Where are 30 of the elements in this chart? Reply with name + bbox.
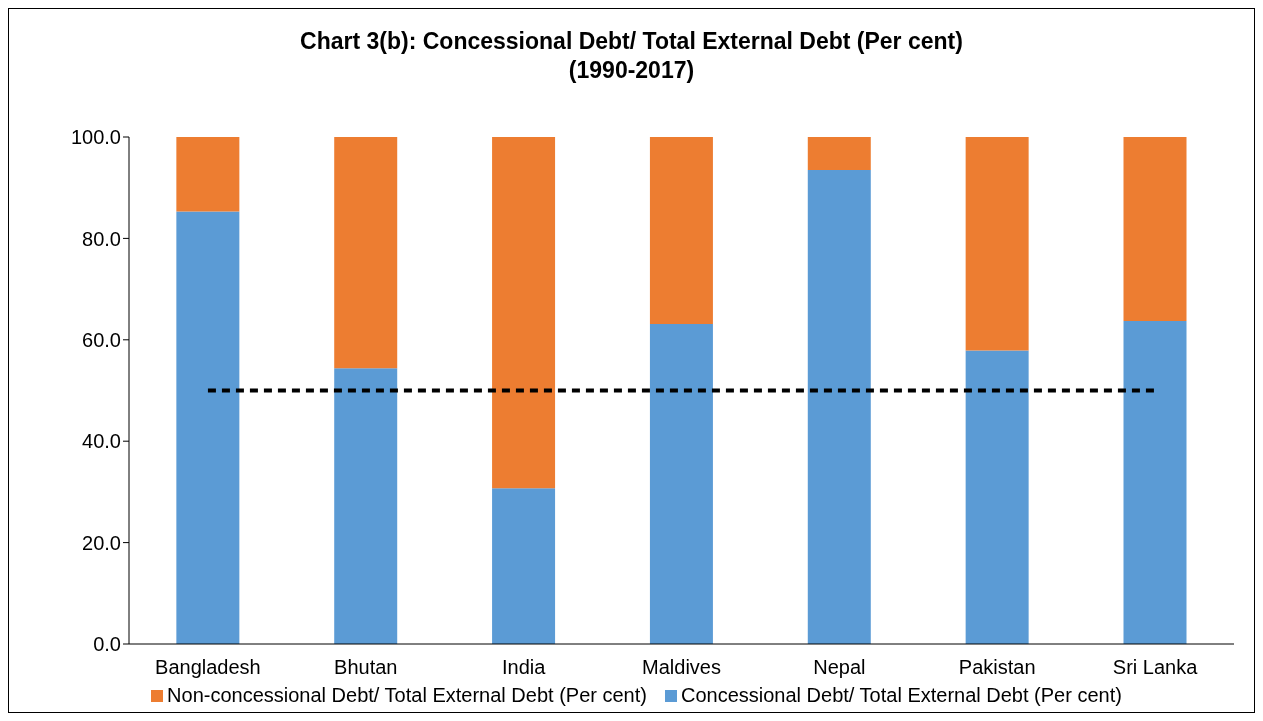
bar bbox=[965, 350, 1029, 644]
bar bbox=[176, 211, 240, 644]
legend-label: Non-concessional Debt/ Total External Debt (Per cent) bbox=[166, 684, 647, 707]
bar bbox=[807, 137, 871, 170]
y-tick-label: 100.0 bbox=[70, 126, 121, 149]
y-tick-label: 80.0 bbox=[82, 227, 121, 250]
x-tick-label: Bangladesh bbox=[155, 656, 261, 679]
bar bbox=[492, 488, 556, 644]
bar bbox=[807, 169, 871, 644]
y-tick-label: 40.0 bbox=[82, 430, 121, 453]
bar bbox=[334, 137, 398, 369]
bar bbox=[492, 137, 556, 489]
bar bbox=[649, 324, 713, 644]
bar bbox=[176, 137, 240, 212]
x-tick-label: Pakistan bbox=[958, 656, 1036, 679]
chart-title: Chart 3(b): Concessional Debt/ Total External Debt (Per cent) (1990-2017) bbox=[299, 27, 964, 85]
x-tick-label: Maldives bbox=[642, 656, 721, 679]
bar bbox=[1123, 321, 1187, 644]
x-tick-label: Nepal bbox=[813, 656, 866, 679]
bar bbox=[1123, 137, 1187, 322]
y-tick-label: 20.0 bbox=[82, 531, 121, 554]
y-tick-label: 0.0 bbox=[93, 633, 121, 656]
legend-label: Concessional Debt/ Total External Debt (Per cent) bbox=[679, 684, 1122, 707]
y-tick-label: 60.0 bbox=[82, 328, 121, 351]
bar bbox=[965, 137, 1029, 351]
bar bbox=[649, 137, 713, 325]
x-tick-label: Sri Lanka bbox=[1112, 656, 1199, 679]
x-tick-label: India bbox=[501, 656, 547, 679]
bar bbox=[334, 368, 398, 644]
x-tick-label: Bhutan bbox=[334, 656, 398, 679]
